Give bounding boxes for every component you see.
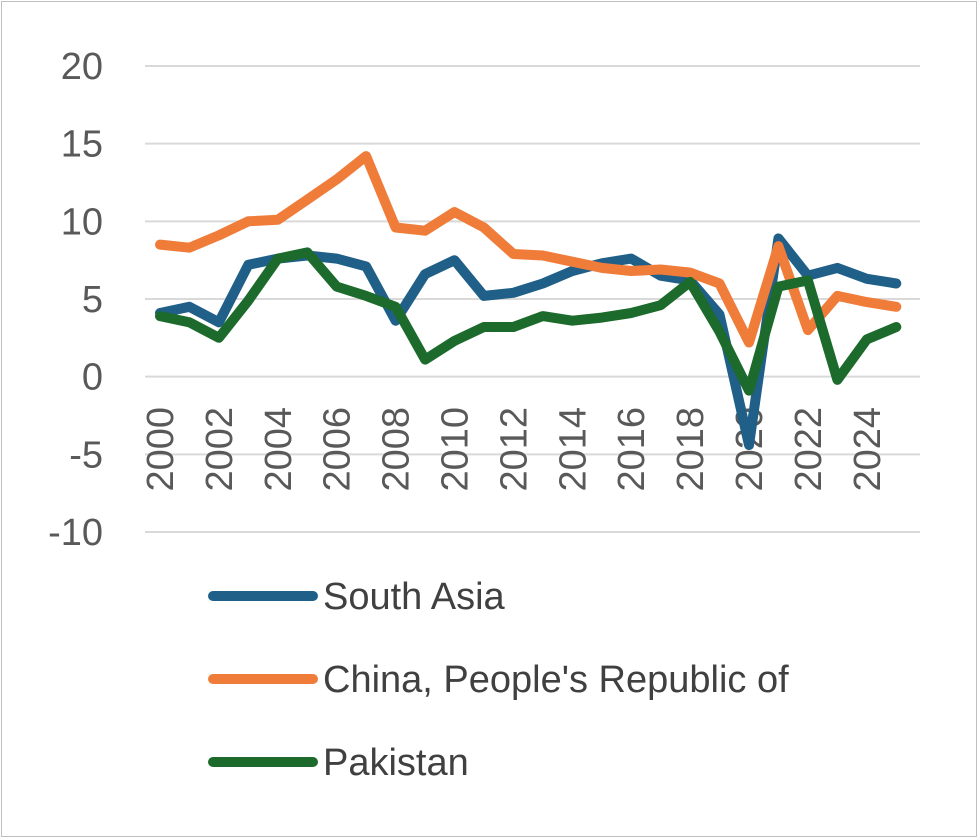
x-tick-label: 2014 xyxy=(552,407,594,492)
y-tick-label: -5 xyxy=(69,434,103,476)
legend-label: Pakistan xyxy=(323,742,469,784)
y-tick-label: 15 xyxy=(61,124,103,166)
y-tick-label: 0 xyxy=(82,357,103,399)
x-tick-label: 2016 xyxy=(611,407,653,492)
legend-label: China, People's Republic of xyxy=(323,659,789,701)
series-lines xyxy=(155,151,902,450)
y-axis-tick-labels: 20 15 10 5 0 -5 -10 xyxy=(48,46,103,554)
series-line-2 xyxy=(155,151,902,348)
x-tick-label: 2022 xyxy=(788,407,830,492)
x-tick-label: 2006 xyxy=(317,407,359,492)
x-tick-label: 2012 xyxy=(493,407,535,492)
legend: South Asia China, People's Republic of Pak… xyxy=(208,576,789,784)
y-tick-label: 20 xyxy=(61,46,103,88)
legend-label: South Asia xyxy=(323,576,506,618)
x-tick-label: 2002 xyxy=(199,407,241,492)
x-tick-label: 2010 xyxy=(435,407,477,492)
y-tick-label: 5 xyxy=(82,279,103,321)
x-axis-tick-labels: 2000 2002 2004 2006 2008 2010 2012 2014 2016 2018… xyxy=(140,407,889,492)
x-tick-label: 2000 xyxy=(140,407,182,492)
x-tick-label: 2008 xyxy=(376,407,418,492)
x-tick-label: 2024 xyxy=(847,407,889,492)
x-tick-label: 2018 xyxy=(670,407,712,492)
y-tick-label: 10 xyxy=(61,201,103,243)
x-tick-label: 2004 xyxy=(258,407,300,492)
gridlines xyxy=(145,65,920,533)
series-line-3 xyxy=(155,247,902,396)
y-tick-label: -10 xyxy=(48,512,103,554)
